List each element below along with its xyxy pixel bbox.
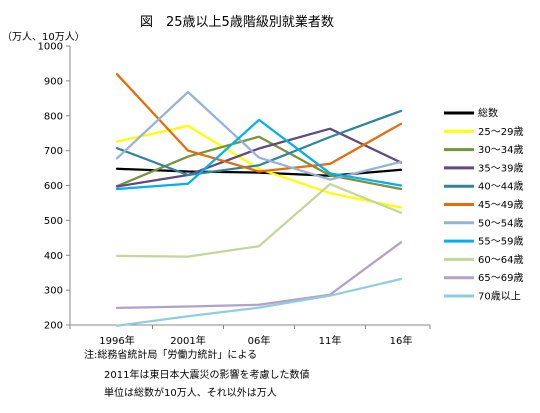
y-ticks: 200 300 400 500 600 700 800 900 1000: [38, 42, 70, 332]
legend: 総数 25～29歳 30～34歳 35～39歳 40～44歳 45～49歳 50～54歳 55…: [444, 107, 523, 303]
y-tick-label: 300: [44, 286, 63, 297]
note-2011: 2011年は東日本大震災の影響を考慮した数値: [104, 368, 309, 381]
series-line-6: [115, 90, 403, 181]
x-tick-label: 1996年: [99, 334, 134, 347]
series-line-4: [115, 109, 403, 177]
y-tick-label: 700: [44, 146, 63, 157]
x-tick-label: 11年: [319, 334, 342, 347]
chart-title: 図 25歳以上5歳階級別就業者数: [140, 14, 334, 30]
series-line-5: [115, 73, 403, 173]
legend-label: 45～49歳: [478, 199, 523, 211]
note-source: 注:総務省統計局「労働力統計」による: [84, 348, 257, 361]
series-line-7: [115, 118, 403, 191]
x-ticks: 1996年 2001年 06年 11年 16年: [69, 325, 431, 347]
y-tick-label: 1000: [38, 42, 63, 53]
series-line-3: [115, 127, 403, 188]
legend-label: 50～54歳: [478, 217, 523, 229]
series-lines: [115, 73, 403, 327]
legend-label: 55～59歳: [478, 236, 523, 248]
legend-label: 60～64歳: [478, 254, 523, 266]
y-tick-label: 800: [44, 111, 63, 122]
series-line-8: [115, 182, 403, 258]
legend-label: 40～44歳: [478, 181, 523, 193]
y-tick-label: 600: [44, 181, 63, 192]
legend-label: 30～34歳: [478, 144, 523, 156]
series-line-10: [115, 277, 403, 327]
x-tick-label: 06年: [248, 334, 271, 347]
y-tick-label: 900: [44, 76, 63, 87]
note-unit: 単位は総数が10万人、それ以外は万人: [104, 386, 277, 399]
legend-label: 65～69歳: [478, 272, 523, 284]
x-tick-label: 2001年: [170, 334, 205, 347]
x-tick-label: 16年: [390, 334, 413, 347]
legend-label: 70歳以上: [478, 291, 521, 303]
y-unit-label: （万人、10万人）: [2, 31, 85, 43]
y-tick-label: 400: [44, 251, 63, 262]
series-line-9: [115, 241, 403, 310]
legend-label: 35～39歳: [478, 162, 523, 174]
y-tick-label: 500: [44, 216, 63, 227]
series-line-1: [115, 124, 403, 209]
y-tick-label: 200: [44, 321, 63, 332]
legend-label: 25～29歳: [478, 126, 523, 138]
series-line-2: [115, 135, 403, 191]
legend-label: 総数: [478, 107, 498, 120]
